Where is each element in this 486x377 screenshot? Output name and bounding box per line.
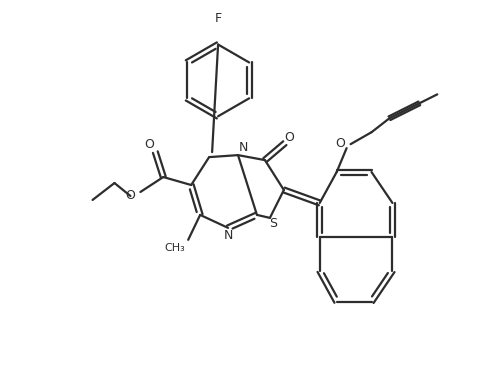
Text: CH₃: CH₃	[164, 243, 185, 253]
Text: O: O	[144, 138, 154, 151]
Text: N: N	[238, 141, 248, 154]
Text: N: N	[224, 229, 233, 242]
Text: F: F	[214, 12, 222, 25]
Text: O: O	[336, 137, 346, 150]
Text: S: S	[269, 218, 277, 230]
Text: O: O	[284, 131, 294, 144]
Text: O: O	[125, 190, 136, 202]
